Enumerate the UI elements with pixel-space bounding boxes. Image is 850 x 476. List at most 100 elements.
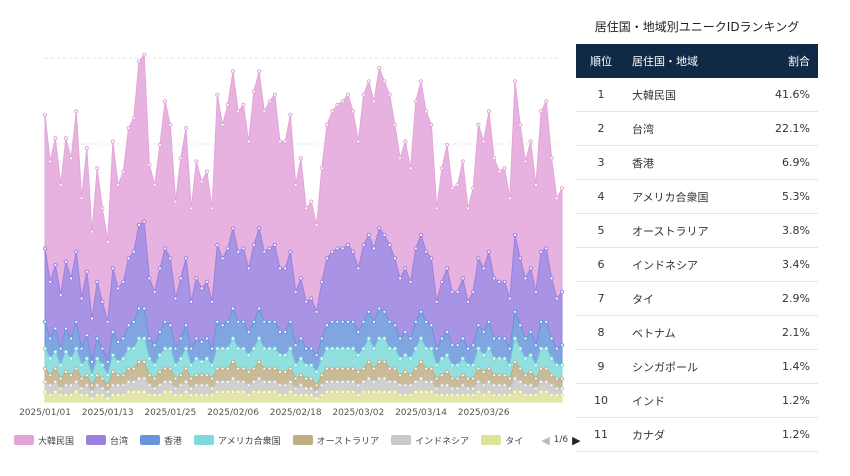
data-point <box>262 379 267 385</box>
data-point <box>288 379 293 385</box>
data-point <box>58 386 63 391</box>
legend-item[interactable]: オーストラリア <box>292 434 379 447</box>
data-point <box>304 363 309 368</box>
data-point <box>382 389 387 395</box>
data-point <box>58 393 63 398</box>
table-row: 7 タイ 2.9% <box>576 281 818 316</box>
data-point <box>298 276 303 281</box>
data-point <box>79 363 84 368</box>
data-point <box>387 319 392 324</box>
data-point <box>142 389 147 395</box>
data-point <box>215 346 220 351</box>
data-point <box>42 366 48 371</box>
pager-page-text: 1/6 <box>553 435 569 445</box>
data-point <box>53 366 58 371</box>
data-point <box>314 353 319 358</box>
data-point <box>455 393 460 398</box>
data-point <box>502 279 507 284</box>
data-point <box>533 376 539 381</box>
legend-item[interactable]: タイ <box>481 434 523 447</box>
legend-item[interactable]: アメリカ合衆国 <box>194 434 281 447</box>
data-point <box>121 336 126 341</box>
table-row: 9 シンガポール 1.4% <box>576 349 818 384</box>
data-point <box>110 353 116 358</box>
data-point <box>544 319 549 324</box>
data-point <box>512 359 518 364</box>
x-tick-label: 2025/01/13 <box>82 408 134 418</box>
data-point <box>324 379 330 385</box>
data-point <box>69 156 74 161</box>
ranking-title: 居住国・地域別ユニークIDランキング <box>594 20 800 34</box>
legend-item[interactable]: 香港 <box>140 434 182 447</box>
data-point <box>121 393 126 398</box>
cell-region: タイ <box>626 281 750 316</box>
data-point <box>492 373 497 378</box>
data-point <box>79 296 84 301</box>
data-point <box>361 379 366 385</box>
data-point <box>131 389 136 395</box>
data-point <box>136 336 142 341</box>
data-point <box>403 369 408 374</box>
data-point <box>518 379 523 385</box>
legend-item[interactable]: 台湾 <box>86 434 128 447</box>
data-point <box>518 366 523 371</box>
data-point <box>361 319 366 324</box>
data-point <box>408 373 413 378</box>
data-point <box>204 169 209 174</box>
data-point <box>225 366 230 371</box>
data-point <box>210 363 215 368</box>
data-point <box>225 389 230 395</box>
data-point <box>131 346 136 351</box>
data-point <box>267 319 272 324</box>
data-point <box>366 79 371 84</box>
x-tick-label: 2025/01/25 <box>144 408 196 418</box>
data-point <box>142 306 147 311</box>
data-point <box>194 276 199 281</box>
cell-region: 大韓民国 <box>626 78 750 112</box>
data-point <box>293 376 298 381</box>
data-point <box>549 383 554 388</box>
data-point <box>131 116 136 121</box>
legend-item[interactable]: 大韓民国 <box>14 434 74 447</box>
cell-rank: 1 <box>576 78 626 112</box>
data-point <box>246 393 251 398</box>
x-tick-label: 2025/01/01 <box>19 408 71 418</box>
data-point <box>236 249 241 254</box>
data-point <box>69 356 74 361</box>
data-point <box>413 379 418 385</box>
data-point <box>220 389 225 395</box>
pager-prev-icon[interactable]: ◀ <box>541 433 550 447</box>
data-point <box>304 376 309 381</box>
data-point <box>84 373 89 378</box>
data-point <box>204 383 209 388</box>
data-point <box>283 369 288 374</box>
data-point <box>324 122 330 127</box>
data-point <box>486 319 491 324</box>
data-point <box>460 373 465 378</box>
data-point <box>518 389 523 395</box>
data-point <box>304 299 309 304</box>
data-point <box>429 122 434 127</box>
data-point <box>377 226 382 231</box>
cell-share: 1.2% <box>749 383 818 418</box>
data-point <box>371 246 377 251</box>
data-point <box>330 109 335 114</box>
data-point <box>152 289 157 294</box>
legend-item[interactable]: インドネシア <box>391 434 469 447</box>
data-point <box>445 383 450 388</box>
cell-share: 1.2% <box>749 417 818 452</box>
data-point <box>502 166 507 171</box>
data-point <box>230 69 236 74</box>
data-point <box>246 383 251 388</box>
data-point <box>492 356 497 361</box>
data-point <box>74 346 79 351</box>
data-point <box>434 376 439 381</box>
data-point <box>251 89 256 94</box>
data-point <box>163 366 168 371</box>
data-point <box>236 319 241 324</box>
data-point <box>361 242 366 248</box>
data-point <box>507 393 512 398</box>
data-point <box>324 256 330 261</box>
data-point <box>382 376 387 381</box>
data-point <box>439 336 444 341</box>
